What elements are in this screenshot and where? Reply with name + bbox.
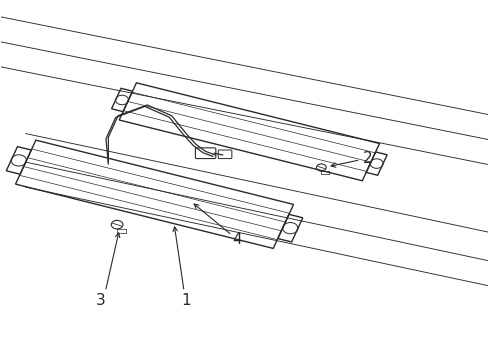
Text: 3: 3: [96, 293, 106, 307]
Text: 2: 2: [362, 151, 371, 166]
Text: 4: 4: [232, 232, 242, 247]
Text: 1: 1: [181, 293, 191, 307]
